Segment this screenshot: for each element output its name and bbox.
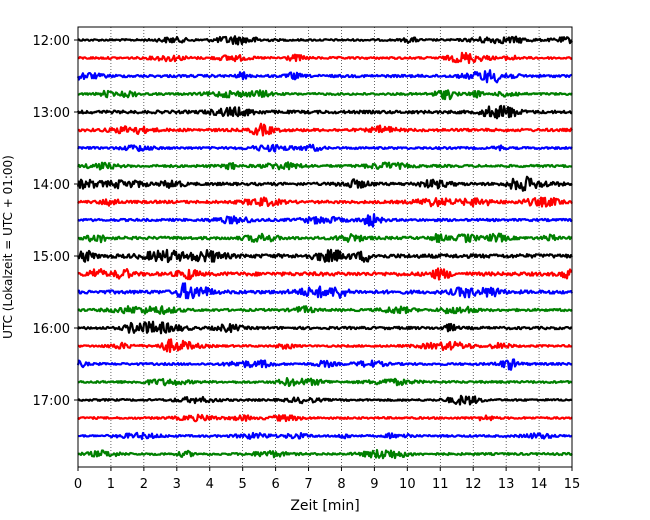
trace-1600 xyxy=(77,320,573,335)
trace-1415 xyxy=(77,196,573,208)
trace-1630 xyxy=(76,358,573,371)
trace-1530 xyxy=(77,282,573,300)
y-tick-label: 13:00 xyxy=(33,106,70,121)
x-axis-label: Zeit [min] xyxy=(290,498,359,514)
x-tick-label: 6 xyxy=(271,477,279,492)
trace-1215 xyxy=(77,51,573,65)
trace-1700 xyxy=(77,394,573,406)
y-tick-label: 14:00 xyxy=(33,178,70,193)
vertical-grid xyxy=(110,27,540,467)
trace-1545 xyxy=(77,305,573,316)
trace-1400 xyxy=(76,175,573,192)
trace-1615 xyxy=(77,338,573,354)
x-tick-label: 14 xyxy=(531,477,548,492)
x-tick-label: 9 xyxy=(370,477,378,492)
x-tick-label: 7 xyxy=(304,477,312,492)
trace-1445 xyxy=(77,232,573,244)
trace-1500 xyxy=(77,248,573,264)
x-tick-label: 0 xyxy=(74,477,82,492)
y-tick-label: 16:00 xyxy=(33,322,70,337)
x-tick-label: 3 xyxy=(173,477,181,492)
x-tick-label: 10 xyxy=(399,477,416,492)
y-axis-ticks: 12:00 13:00 14:00 15:00 16:00 17:00 xyxy=(33,34,78,409)
x-tick-label: 8 xyxy=(337,477,345,492)
x-tick-label: 13 xyxy=(498,477,515,492)
y-tick-label: 15:00 xyxy=(33,250,70,265)
trace-1430 xyxy=(77,213,573,228)
trace-1200 xyxy=(77,35,573,46)
plot-frame xyxy=(77,26,573,468)
x-tick-label: 15 xyxy=(564,477,581,492)
trace-1300 xyxy=(76,104,573,120)
x-tick-label: 5 xyxy=(239,477,247,492)
trace-1230 xyxy=(76,69,573,84)
x-tick-label: 2 xyxy=(140,477,148,492)
x-tick-label: 1 xyxy=(107,477,115,492)
trace-1645 xyxy=(77,377,573,388)
trace-1515 xyxy=(77,267,573,281)
trace-1330 xyxy=(77,143,573,153)
trace-1345 xyxy=(77,161,573,171)
y-axis-label: UTC (Lokalzeit = UTC + 01:00) xyxy=(1,155,15,339)
x-tick-label: 12 xyxy=(465,477,482,492)
y-tick-label: 17:00 xyxy=(33,394,70,409)
trace-1315 xyxy=(77,122,573,137)
y-tick-label: 12:00 xyxy=(33,34,70,49)
trace-1745 xyxy=(77,448,573,460)
trace-group xyxy=(76,35,573,460)
trace-1245 xyxy=(77,89,573,101)
trace-1715 xyxy=(77,413,573,423)
x-tick-label: 11 xyxy=(432,477,449,492)
x-tick-label: 4 xyxy=(206,477,214,492)
x-axis-ticks: 0 1 2 3 4 5 6 7 8 9 10 11 12 13 14 15 xyxy=(74,467,580,492)
trace-1730 xyxy=(77,431,573,441)
